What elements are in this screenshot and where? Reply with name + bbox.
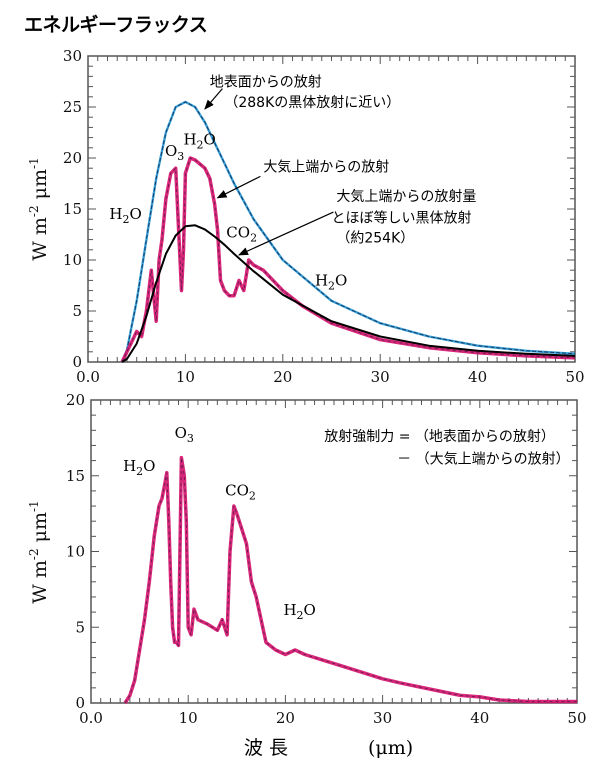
y-tick-label: 5 xyxy=(75,618,85,636)
x-tick-label: 30 xyxy=(373,709,392,727)
x-tick-label: 30 xyxy=(371,368,390,386)
absorption-band-label: H2O xyxy=(183,131,215,152)
y-tick-label: 10 xyxy=(66,543,85,561)
x-tick-label: 40 xyxy=(468,368,487,386)
x-tick-label: 20 xyxy=(276,709,295,727)
y-tick-label: 0 xyxy=(75,694,85,712)
x-tick-label: 10 xyxy=(176,368,195,386)
chart-panel-2: 0.0 10 20 30 40 50 0 5 10 15 20 W m-2 μm-1 H2O O3 CO2 H… xyxy=(27,391,587,727)
y-tick-label: 15 xyxy=(66,467,85,485)
y-tick-label: 20 xyxy=(66,391,85,409)
x-axis-label: 波 長 xyxy=(244,737,288,759)
y-tick-label: 5 xyxy=(72,302,82,320)
series-line-core xyxy=(124,457,577,704)
y-tick-label: 25 xyxy=(63,98,82,116)
page-title: エネルギーフラックス xyxy=(24,14,208,36)
y-tick-label: 20 xyxy=(63,149,82,167)
annotation-text: － （大気上端からの放射） xyxy=(397,452,569,468)
series-line-core xyxy=(121,157,576,363)
annotation-text: とほぼ等しい黒体放射 xyxy=(332,209,472,226)
absorption-band-label: CO2 xyxy=(226,224,257,245)
x-tick-label: 40 xyxy=(470,709,489,727)
series-line-halo xyxy=(123,455,577,704)
y-axis-label: W m-2 μm-1 xyxy=(27,500,51,603)
x-axis-unit: (μm) xyxy=(368,737,413,759)
absorption-band-label: O3 xyxy=(175,424,194,445)
x-tick-label: 20 xyxy=(273,368,292,386)
x-tick-label: 50 xyxy=(565,368,584,386)
absorption-band-label: H2O xyxy=(315,272,347,293)
x-tick-label: 0.0 xyxy=(76,368,100,386)
annotation-text: 放射強制力 = （地表面からの放射） xyxy=(324,429,555,445)
x-tick-label: 0.0 xyxy=(79,709,103,727)
y-tick-label: 15 xyxy=(63,200,82,218)
absorption-band-label: H2O xyxy=(109,205,141,226)
y-tick-label: 30 xyxy=(63,47,82,65)
annotation-arrow xyxy=(204,88,223,110)
annotation-arrow xyxy=(238,211,334,256)
x-tick-label: 50 xyxy=(567,709,586,727)
y-tick-label: 0 xyxy=(72,353,82,371)
series-line-core xyxy=(121,101,576,363)
annotation-text: （288Kの黒体放射に近い） xyxy=(224,95,400,111)
absorption-band-label: O3 xyxy=(165,142,184,163)
plot-frame xyxy=(90,399,578,704)
y-tick-label: 10 xyxy=(63,251,82,269)
y-axis-label: W m-2 μm-1 xyxy=(27,157,51,260)
absorption-band-label: CO2 xyxy=(225,481,256,502)
annotation-text: 大気上端からの放射量 xyxy=(336,189,476,205)
annotation-text: （約254K） xyxy=(336,231,414,247)
x-tick-label: 10 xyxy=(179,709,198,727)
absorption-band-label: H2O xyxy=(123,457,155,478)
annotation-arrow xyxy=(216,175,261,199)
series-line xyxy=(121,224,576,363)
annotation-text: 地表面からの放射 xyxy=(210,75,322,91)
annotation-text: 大気上端からの放射 xyxy=(263,159,389,175)
absorption-band-label: H2O xyxy=(283,601,315,622)
